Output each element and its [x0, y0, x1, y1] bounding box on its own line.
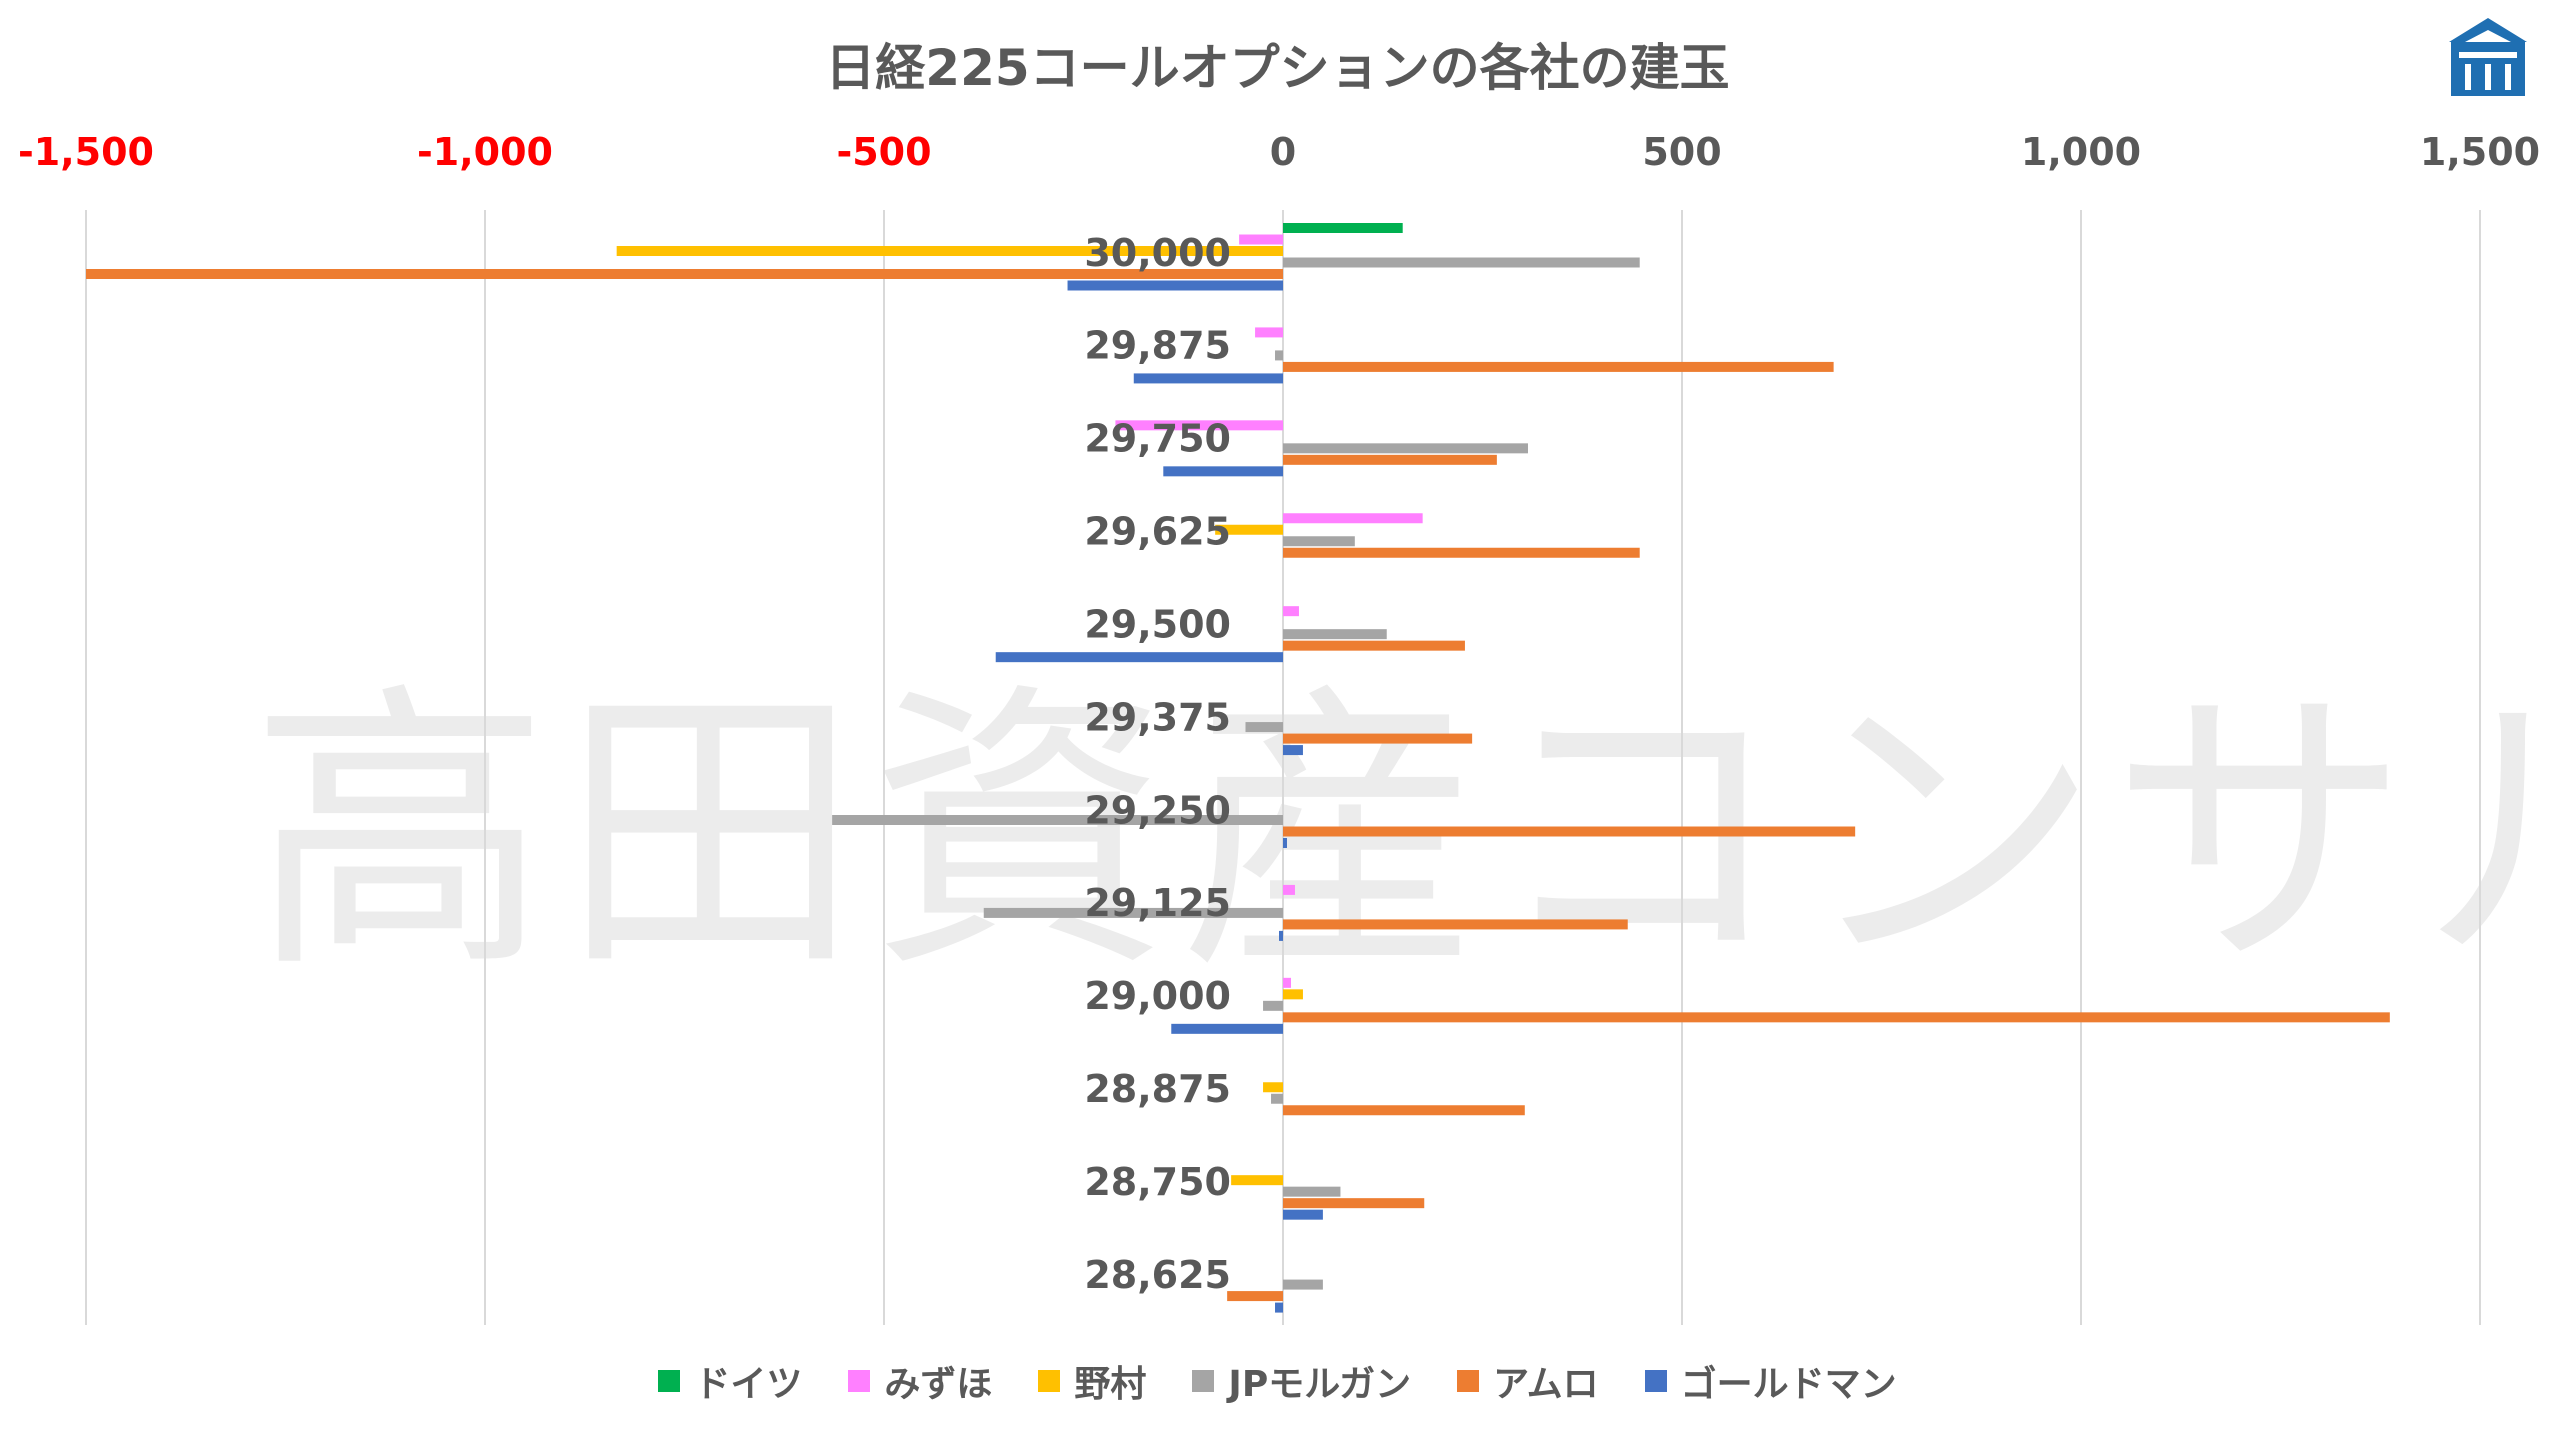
legend-label: アムロ	[1493, 1364, 1599, 1405]
x-tick-label: -1,000	[417, 130, 553, 174]
x-tick-label: 1,000	[2021, 130, 2141, 174]
x-tick-label: 1,500	[2420, 130, 2540, 174]
legend-item: ゴールドマン	[1644, 1355, 1897, 1407]
legend-label: みずほ	[884, 1364, 993, 1405]
bar	[1283, 919, 1628, 930]
category-label: 30,000	[1084, 231, 1231, 275]
bar	[86, 269, 1283, 279]
category-label: 28,750	[1084, 1160, 1231, 1204]
bar	[1133, 373, 1283, 384]
bar	[1283, 443, 1528, 454]
bar	[1263, 1082, 1283, 1093]
bar	[1283, 977, 1291, 988]
bar	[1283, 257, 1640, 268]
legend-item: 野村	[1038, 1355, 1146, 1407]
building-logo-icon	[2449, 18, 2527, 96]
bar	[995, 652, 1283, 663]
category-label: 29,500	[1084, 602, 1231, 646]
bar	[1163, 466, 1283, 477]
bar	[1275, 350, 1283, 361]
category-label: 29,625	[1084, 510, 1231, 554]
bar	[983, 907, 1283, 918]
category-label: 29,000	[1084, 974, 1231, 1018]
bar	[1263, 1000, 1283, 1011]
bar	[1283, 361, 1834, 372]
bar	[1283, 223, 1403, 233]
category-label: 28,625	[1084, 1253, 1231, 1297]
legend-swatch	[848, 1370, 871, 1392]
bar	[1283, 513, 1423, 524]
bar	[1239, 234, 1283, 245]
category-label: 29,375	[1084, 695, 1231, 739]
legend-swatch	[1192, 1370, 1215, 1392]
bar	[1283, 838, 1287, 848]
bar	[1283, 826, 1856, 837]
bar	[1283, 1279, 1323, 1290]
bar	[1283, 640, 1465, 651]
x-tick-label: -1,500	[18, 130, 154, 174]
bar	[1115, 420, 1283, 431]
bar	[1255, 327, 1283, 338]
legend-label: ドイツ	[694, 1364, 803, 1405]
category-label: 29,875	[1084, 324, 1231, 368]
bar	[1283, 606, 1299, 617]
bar	[1283, 745, 1303, 756]
bar	[1283, 733, 1473, 744]
bar	[1283, 1186, 1341, 1197]
legend-item: JPモルガン	[1192, 1355, 1411, 1407]
category-label: 29,250	[1084, 788, 1231, 832]
category-label: 28,875	[1084, 1067, 1231, 1111]
bar	[1283, 454, 1497, 465]
x-tick-label: 500	[1642, 130, 1721, 174]
bar	[1283, 1105, 1525, 1116]
bar	[1283, 1209, 1323, 1220]
bar	[1067, 280, 1283, 291]
chart-title: 日経225コールオプションの各社の建玉	[825, 39, 1730, 97]
bar	[1171, 1023, 1283, 1034]
bar	[1275, 1302, 1283, 1313]
legend-item: ドイツ	[658, 1355, 802, 1407]
bar	[616, 246, 1283, 256]
legend-item: みずほ	[848, 1355, 992, 1407]
bar	[1283, 629, 1387, 640]
chart-legend: ドイツ みずほ 野村 JPモルガン アムロ ゴールドマン	[0, 1355, 2555, 1407]
x-tick-label: 0	[1270, 130, 1296, 174]
bar	[1215, 524, 1283, 535]
bar	[1283, 884, 1295, 895]
bar	[1283, 536, 1355, 547]
legend-label: JPモルガン	[1228, 1364, 1412, 1405]
bar	[832, 815, 1283, 825]
category-label: 29,125	[1084, 881, 1231, 925]
bar	[1283, 989, 1303, 1000]
legend-swatch	[1644, 1370, 1667, 1392]
bar	[1227, 1291, 1283, 1302]
legend-swatch	[1457, 1370, 1480, 1392]
bar	[1283, 1198, 1425, 1209]
bar	[1271, 1093, 1283, 1104]
x-tick-label: -500	[836, 130, 931, 174]
category-label: 29,750	[1084, 417, 1231, 461]
bar	[1279, 930, 1283, 941]
bar	[1245, 722, 1283, 733]
legend-swatch	[658, 1370, 681, 1392]
legend-swatch	[1038, 1370, 1061, 1392]
bar	[1283, 547, 1640, 558]
bar	[1283, 1012, 2390, 1023]
legend-label: ゴールドマン	[1680, 1364, 1897, 1405]
legend-label: 野村	[1074, 1364, 1147, 1405]
bar	[1231, 1175, 1283, 1186]
legend-item: アムロ	[1457, 1355, 1599, 1407]
